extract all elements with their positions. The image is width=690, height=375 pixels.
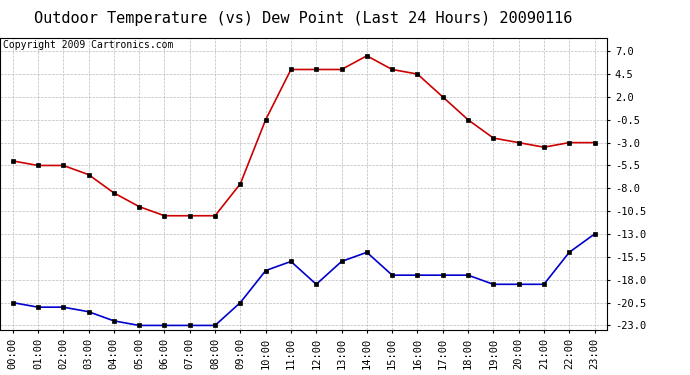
Text: Outdoor Temperature (vs) Dew Point (Last 24 Hours) 20090116: Outdoor Temperature (vs) Dew Point (Last… <box>34 11 573 26</box>
Text: Copyright 2009 Cartronics.com: Copyright 2009 Cartronics.com <box>3 40 173 50</box>
